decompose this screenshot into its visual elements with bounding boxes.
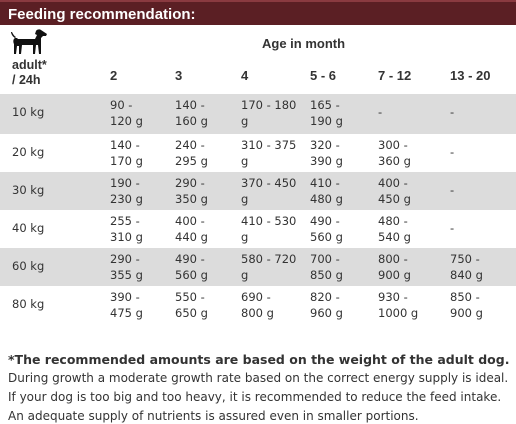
weight-cell: 30 kg [12,183,45,197]
amount-cell: - [450,145,455,159]
amount-cell: 400 - 440 g [175,214,208,244]
amount-cell: 800 - 900 g [378,252,411,282]
amount-cell: - [378,105,383,119]
weight-cell: 60 kg [12,259,45,273]
amount-cell: 490 - 560 g [310,214,343,244]
weight-cell: 10 kg [12,105,45,119]
amount-cell: 310 - 375 g [241,138,297,168]
amount-cell: 290 - 350 g [175,176,208,206]
age-column-header: 3 [175,68,183,83]
amount-cell: 930 - 1000 g [378,290,419,320]
amount-cell: 700 - 850 g [310,252,343,282]
table-row: 10 kg 90 - 120 g 140 - 160 g 170 - 180 g 165… [0,94,516,134]
amount-cell: 400 - 450 g [378,176,411,206]
row-header-label: adult* / 24h [12,58,47,87]
amount-cell: 480 - 540 g [378,214,411,244]
title-bar: Feeding recommendation: [0,0,516,26]
amount-cell: 580 - 720 g [241,252,297,282]
footnote-line: An adequate supply of nutrients is assur… [8,409,419,423]
footnote: *The recommended amounts are based on th… [8,350,514,424]
amount-cell: - [450,221,455,235]
amount-cell: 410 - 480 g [310,176,343,206]
amount-cell: 255 - 310 g [110,214,143,244]
table-row: 30 kg 190 - 230 g 290 - 350 g 370 - 450 g 41… [0,172,516,210]
amount-cell: 300 - 360 g [378,138,411,168]
age-caption: Age in month [262,36,346,51]
amount-cell: 550 - 650 g [175,290,208,320]
amount-cell: 290 - 355 g [110,252,143,282]
amount-cell: 140 - 160 g [175,98,208,128]
amount-cell: 170 - 180 g [241,98,297,128]
footnote-heading: *The recommended amounts are based on th… [8,352,510,367]
weight-cell: 40 kg [12,221,45,235]
amount-cell: 240 - 295 g [175,138,208,168]
footnote-line: During growth a moderate growth rate bas… [8,371,509,385]
amount-cell: 390 - 475 g [110,290,143,320]
amount-cell: 410 - 530 g [241,214,297,244]
amount-cell: - [450,183,455,197]
amount-cell: 820 - 960 g [310,290,343,320]
amount-cell: 165 - 190 g [310,98,343,128]
table-row: 80 kg 390 - 475 g 550 - 650 g 690 - 800 g 82… [0,286,516,330]
feeding-table-body: 10 kg 90 - 120 g 140 - 160 g 170 - 180 g 165… [0,94,516,330]
amount-cell: 750 - 840 g [450,252,483,282]
weight-cell: 20 kg [12,145,45,159]
footnote-line: If your dog is too big and too heavy, it… [8,390,502,404]
age-column-header: 2 [110,68,118,83]
age-column-header: 7 - 12 [378,68,412,83]
table-row: 60 kg 290 - 355 g 490 - 560 g 580 - 720 g 70… [0,248,516,286]
age-column-header: 4 [241,68,249,83]
age-column-header: 5 - 6 [310,68,337,83]
table-row: 40 kg 255 - 310 g 400 - 440 g 410 - 530 g 49… [0,210,516,248]
amount-cell: 490 - 560 g [175,252,208,282]
dog-silhouette-icon [11,29,47,54]
amount-cell: 140 - 170 g [110,138,143,168]
amount-cell: 320 - 390 g [310,138,343,168]
weight-cell: 80 kg [12,297,45,311]
table-header: adult* / 24h Age in month 2 3 4 5 - 6 7 … [0,26,516,94]
amount-cell: 690 - 800 g [241,290,274,320]
amount-cell: 370 - 450 g [241,176,297,206]
amount-cell: 850 - 900 g [450,290,483,320]
table-row: 20 kg 140 - 170 g 240 - 295 g 310 - 375 g 32… [0,134,516,172]
amount-cell: 90 - 120 g [110,98,143,128]
amount-cell: 190 - 230 g [110,176,143,206]
amount-cell: - [450,105,455,119]
page-title: Feeding recommendation: [8,6,196,23]
age-column-header: 13 - 20 [450,68,491,83]
